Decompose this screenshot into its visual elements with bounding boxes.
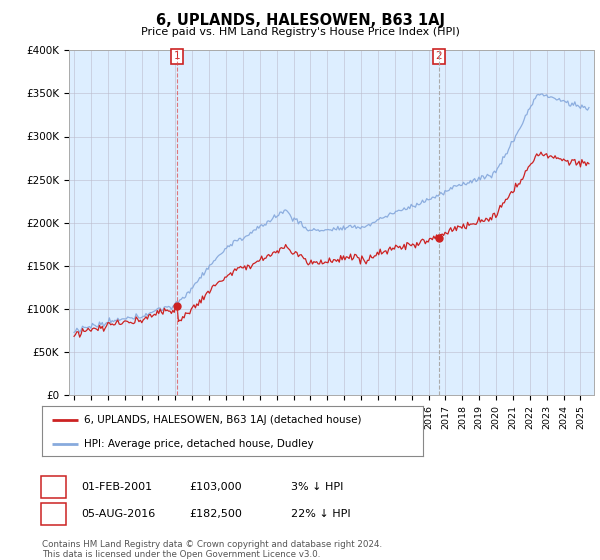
Text: 2: 2: [436, 52, 442, 62]
Text: £103,000: £103,000: [189, 482, 242, 492]
Text: 6, UPLANDS, HALESOWEN, B63 1AJ: 6, UPLANDS, HALESOWEN, B63 1AJ: [155, 13, 445, 29]
Text: 22% ↓ HPI: 22% ↓ HPI: [291, 509, 350, 519]
Text: 6, UPLANDS, HALESOWEN, B63 1AJ (detached house): 6, UPLANDS, HALESOWEN, B63 1AJ (detached…: [84, 415, 361, 425]
Text: 1: 1: [173, 52, 180, 62]
Text: 3% ↓ HPI: 3% ↓ HPI: [291, 482, 343, 492]
Text: 1: 1: [50, 482, 57, 492]
Text: £182,500: £182,500: [189, 509, 242, 519]
Text: 05-AUG-2016: 05-AUG-2016: [81, 509, 155, 519]
Text: Contains HM Land Registry data © Crown copyright and database right 2024.
This d: Contains HM Land Registry data © Crown c…: [42, 540, 382, 559]
Text: Price paid vs. HM Land Registry's House Price Index (HPI): Price paid vs. HM Land Registry's House …: [140, 27, 460, 37]
Text: 01-FEB-2001: 01-FEB-2001: [81, 482, 152, 492]
Text: 2: 2: [50, 509, 57, 519]
Text: HPI: Average price, detached house, Dudley: HPI: Average price, detached house, Dudl…: [84, 439, 314, 449]
